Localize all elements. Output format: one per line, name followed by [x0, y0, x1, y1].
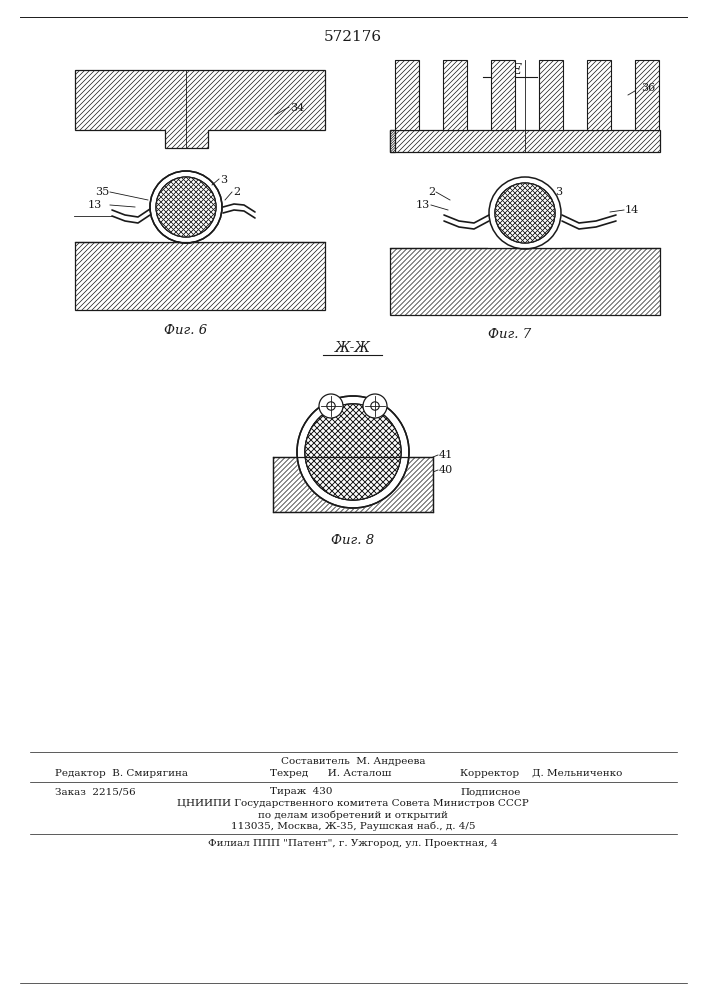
Text: Корректор    Д. Мельниченко: Корректор Д. Мельниченко	[460, 770, 622, 778]
Bar	[273, 457, 433, 512]
Text: 36: 36	[641, 83, 655, 93]
Bar	[390, 130, 395, 152]
Text: Редактор  В. Смирягина: Редактор В. Смирягина	[55, 770, 188, 778]
Text: 2: 2	[428, 187, 435, 197]
Text: Составитель  М. Андреева: Составитель М. Андреева	[281, 758, 425, 766]
Circle shape	[495, 183, 555, 243]
Circle shape	[305, 404, 401, 500]
Text: Тираж  430: Тираж 430	[270, 788, 332, 796]
Circle shape	[495, 183, 555, 243]
Bar	[635, 60, 659, 130]
Circle shape	[327, 402, 335, 410]
Circle shape	[150, 171, 222, 243]
Text: Техред      И. Асталош: Техред И. Асталош	[270, 770, 392, 778]
Text: Фиг. 6: Фиг. 6	[165, 324, 208, 336]
Bar	[491, 60, 515, 130]
Circle shape	[305, 404, 401, 500]
Bar	[75, 242, 325, 310]
Bar	[539, 60, 563, 130]
Bar	[443, 60, 467, 130]
Text: 13: 13	[416, 200, 430, 210]
Circle shape	[156, 177, 216, 237]
Text: 41: 41	[439, 450, 453, 460]
Circle shape	[495, 183, 555, 243]
Circle shape	[305, 404, 401, 500]
Circle shape	[305, 404, 401, 500]
Bar	[390, 248, 660, 315]
Circle shape	[156, 177, 216, 237]
Circle shape	[305, 404, 401, 500]
Text: ЦНИИПИ Государственного комитета Совета Министров СССР: ЦНИИПИ Государственного комитета Совета …	[177, 800, 529, 808]
Text: 3: 3	[220, 175, 227, 185]
Text: Фиг. 7: Фиг. 7	[489, 328, 532, 342]
Text: Е-Е: Е-Е	[498, 63, 522, 77]
Bar	[635, 60, 659, 130]
Bar	[149, 222, 223, 242]
Circle shape	[156, 177, 216, 237]
Text: 35: 35	[95, 187, 110, 197]
Bar	[390, 130, 395, 152]
Bar	[75, 242, 325, 310]
Bar	[539, 60, 563, 130]
Polygon shape	[75, 70, 325, 148]
Circle shape	[495, 183, 555, 243]
Text: Подписное: Подписное	[460, 788, 520, 796]
Bar	[488, 228, 562, 248]
Circle shape	[156, 177, 216, 237]
Circle shape	[305, 404, 401, 500]
Circle shape	[305, 404, 401, 500]
Text: 3: 3	[555, 187, 562, 197]
Text: Д-Д: Д-Д	[166, 87, 194, 101]
Bar	[587, 60, 611, 130]
Polygon shape	[75, 70, 325, 148]
Bar	[587, 60, 611, 130]
Text: Заказ  2215/56: Заказ 2215/56	[55, 788, 136, 796]
Text: Фиг. 8: Фиг. 8	[332, 534, 375, 546]
Circle shape	[156, 177, 216, 237]
Circle shape	[156, 177, 216, 237]
Circle shape	[296, 395, 410, 509]
Circle shape	[319, 394, 343, 418]
Bar	[395, 60, 419, 130]
Text: 572176: 572176	[324, 30, 382, 44]
Circle shape	[370, 402, 379, 410]
Text: 14: 14	[625, 205, 639, 215]
Circle shape	[489, 177, 561, 249]
Bar	[390, 130, 660, 152]
Bar	[390, 248, 660, 315]
Circle shape	[363, 394, 387, 418]
Circle shape	[305, 404, 401, 500]
Bar	[273, 457, 433, 512]
Text: по делам изобретений и открытий: по делам изобретений и открытий	[258, 810, 448, 820]
Circle shape	[495, 183, 555, 243]
Bar	[390, 130, 660, 152]
Bar	[491, 60, 515, 130]
Circle shape	[297, 396, 409, 508]
Circle shape	[305, 404, 401, 500]
Text: Ж-Ж: Ж-Ж	[335, 341, 371, 355]
Text: 34: 34	[290, 103, 304, 113]
Text: Филиал ППП "Патент", г. Ужгород, ул. Проектная, 4: Филиал ППП "Патент", г. Ужгород, ул. Про…	[208, 840, 498, 848]
Bar	[395, 60, 419, 130]
Text: 113035, Москва, Ж-35, Раушская наб., д. 4/5: 113035, Москва, Ж-35, Раушская наб., д. …	[230, 821, 475, 831]
Bar	[443, 60, 467, 130]
Text: 2: 2	[233, 187, 240, 197]
Text: 13: 13	[88, 200, 103, 210]
Text: 40: 40	[439, 465, 453, 475]
Bar	[390, 130, 395, 152]
Circle shape	[495, 183, 555, 243]
